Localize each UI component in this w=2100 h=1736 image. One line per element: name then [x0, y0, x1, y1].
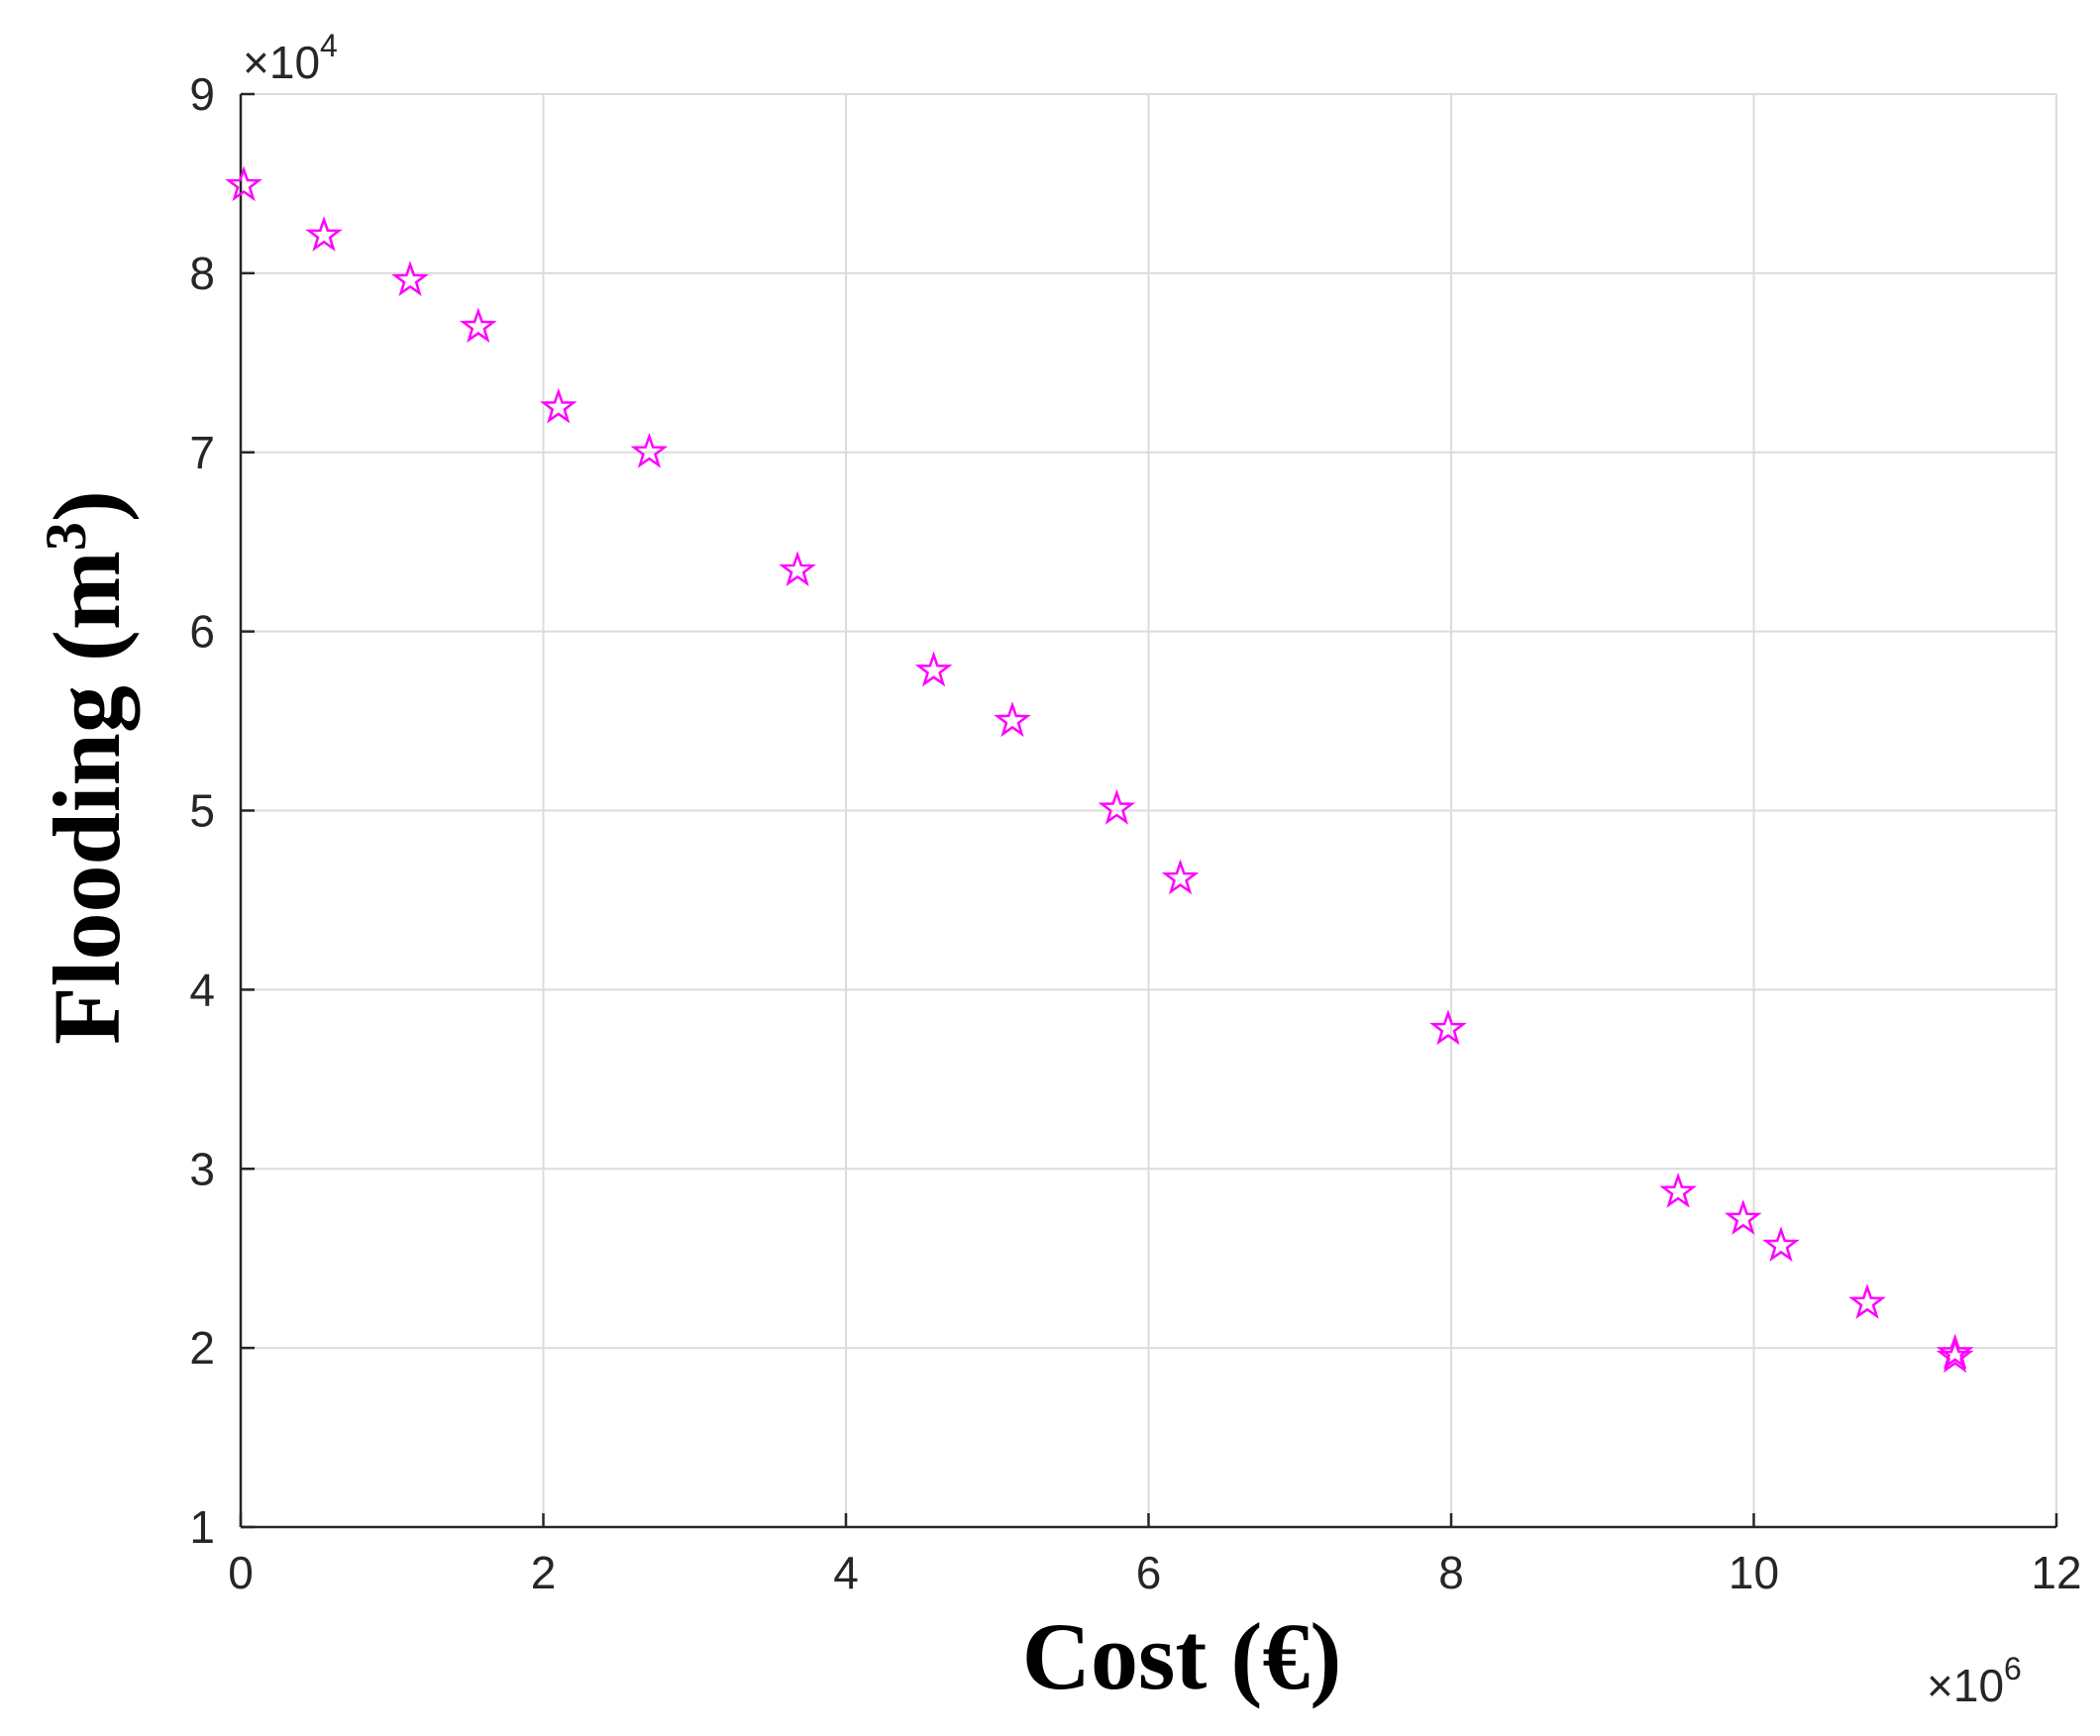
x-axis-exponent: ×106 [1927, 1651, 2022, 1711]
data-point [1936, 1333, 1974, 1370]
data-point [914, 651, 953, 687]
y-tick-label: 4 [189, 964, 215, 1015]
data-point [225, 165, 262, 202]
points-layer [225, 165, 1974, 1374]
y-axis-exponent: ×104 [243, 28, 338, 88]
data-point [630, 432, 669, 468]
data-point [1936, 1337, 1974, 1374]
x-tick-label: 2 [531, 1547, 557, 1598]
y-axis-title: Flooding (m3) [34, 490, 140, 1045]
x-tick-label: 4 [833, 1547, 859, 1598]
data-point [391, 260, 429, 297]
data-point [1762, 1226, 1800, 1263]
data-point [1161, 859, 1200, 895]
y-exponent-prefix: ×10 [243, 37, 320, 88]
y-tick-label: 9 [189, 68, 215, 120]
y-tick-label: 1 [189, 1501, 215, 1553]
x-axis-title: Cost (€) [1022, 1603, 1342, 1709]
data-point [1429, 1009, 1467, 1046]
data-point [1724, 1199, 1762, 1235]
data-point [994, 701, 1031, 738]
data-point [1098, 788, 1136, 825]
y-tick-label: 3 [189, 1143, 215, 1194]
data-point [305, 216, 343, 252]
y-title-close: ) [34, 490, 140, 522]
x-tick-label: 0 [228, 1547, 254, 1598]
x-tick-label: 10 [1729, 1547, 1779, 1598]
grid-layer [241, 93, 2057, 1527]
y-title-sup: 3 [34, 522, 98, 551]
y-title-main: Flooding (m [34, 551, 140, 1045]
data-point [459, 307, 497, 344]
y-tick-label: 2 [189, 1322, 215, 1374]
y-tick-label: 7 [189, 427, 215, 478]
x-tick-label: 6 [1136, 1547, 1162, 1598]
data-point [779, 551, 816, 587]
x-tick-label: 8 [1438, 1547, 1464, 1598]
y-exponent-power: 4 [320, 28, 338, 63]
data-point [539, 387, 578, 424]
x-exponent-prefix: ×10 [1927, 1660, 2004, 1711]
x-tick-label: 12 [2031, 1547, 2081, 1598]
y-tick-label: 6 [189, 606, 215, 658]
y-tick-label: 8 [189, 248, 215, 299]
x-exponent-power: 6 [2004, 1651, 2022, 1686]
y-tick-label: 5 [189, 785, 215, 837]
data-point [1848, 1283, 1886, 1319]
data-point [1659, 1172, 1697, 1208]
